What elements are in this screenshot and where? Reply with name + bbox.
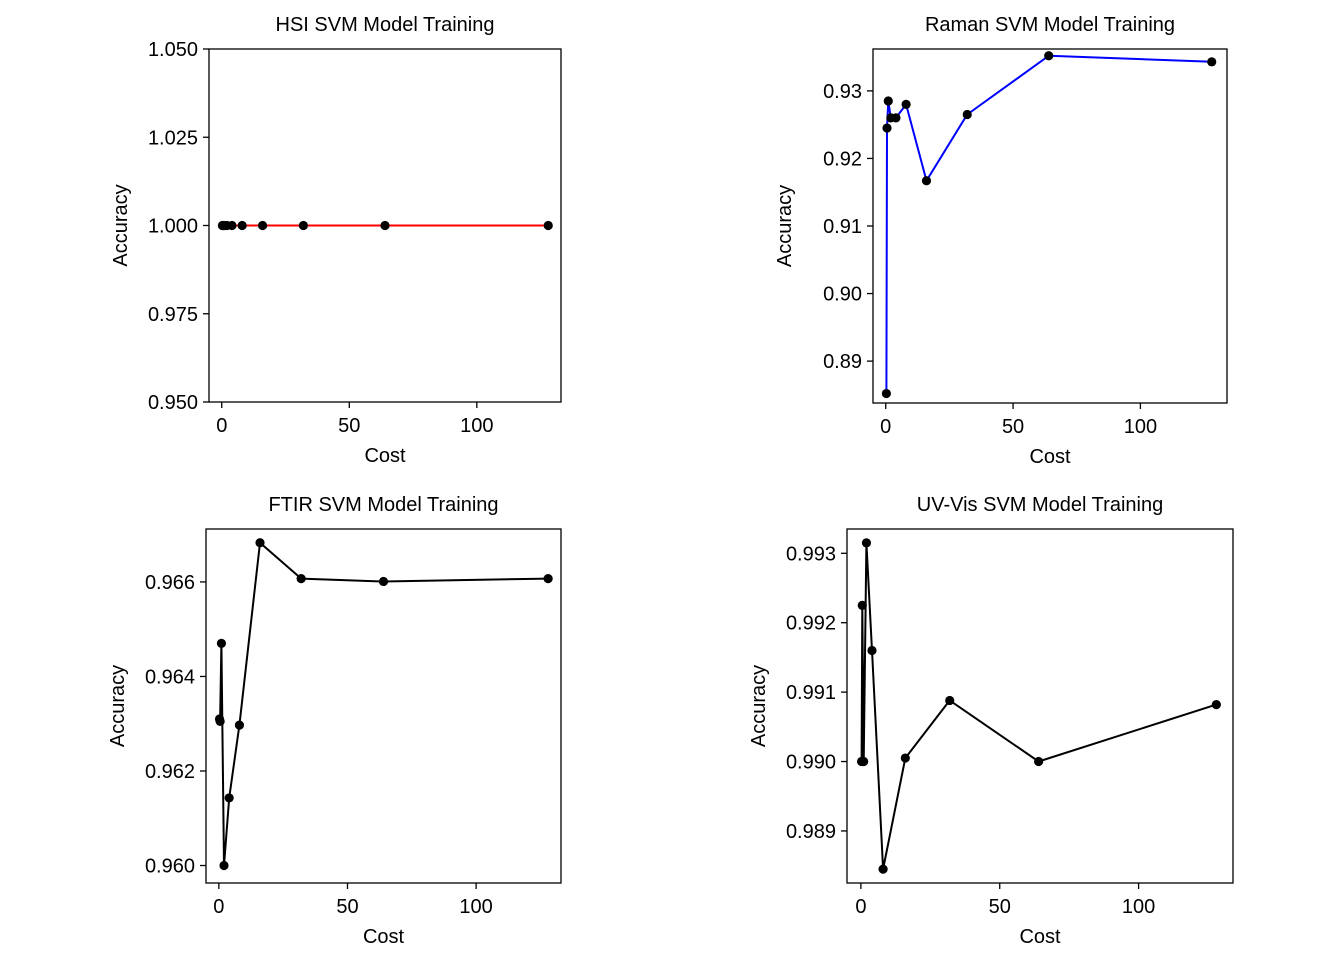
hsi-y-tick-label: 0.975 — [148, 304, 198, 326]
uvvis-series-line — [860, 541, 1217, 871]
raman-y-tick-label: 0.92 — [823, 148, 862, 170]
ftir-y-tick-label: 0.962 — [145, 761, 195, 783]
uvvis-data-point — [1211, 700, 1221, 710]
ftir-y-tick-label: 0.960 — [145, 856, 195, 878]
hsi-data-point — [543, 220, 553, 231]
uvvis-x-axis-label: Cost — [1019, 926, 1061, 948]
hsi-data-point — [227, 220, 237, 231]
ftir-series-line — [218, 541, 549, 867]
hsi-data-point — [237, 220, 247, 231]
uvvis-y-tick-label: 0.992 — [786, 613, 836, 635]
hsi-x-tick-label: 0 — [216, 415, 227, 437]
uvvis-chart-title: UV-Vis SVM Model Training — [917, 494, 1163, 516]
uvvis-y-tick-label: 0.993 — [786, 543, 836, 565]
ftir-data-point — [215, 716, 225, 726]
hsi-data-point — [298, 220, 308, 231]
uvvis-panel: UV-Vis SVM Model Training 0 50 100 0.989 0.99… — [748, 494, 1234, 948]
raman-data-point — [1044, 51, 1054, 61]
uvvis-data-point — [859, 756, 869, 767]
raman-y-axis-label: Accuracy — [774, 185, 796, 267]
ftir-data-point — [234, 720, 245, 730]
hsi-data-point — [257, 220, 268, 231]
raman-y-tick-label: 0.91 — [823, 216, 862, 238]
ftir-data-point — [219, 860, 229, 871]
ftir-y-tick-label: 0.964 — [145, 666, 195, 688]
uvvis-x-tick-label: 50 — [989, 896, 1011, 918]
raman-y-tick-label: 0.89 — [823, 351, 862, 373]
uvvis-y-tick-label: 0.991 — [786, 682, 836, 704]
raman-y-tick-label: 0.93 — [823, 81, 862, 103]
raman-data-point — [882, 123, 892, 133]
raman-panel: Raman SVM Model Training 0 50 100 0.89 0.90 0.… — [774, 14, 1228, 468]
raman-data-point — [1207, 57, 1217, 67]
uvvis-data-point — [861, 538, 872, 548]
raman-chart-title: Raman SVM Model Training — [925, 14, 1175, 36]
hsi-x-tick-label: 100 — [460, 415, 493, 437]
uvvis-data-point — [878, 864, 888, 874]
uvvis-data-point — [945, 695, 955, 706]
raman-data-point — [901, 99, 911, 109]
ftir-x-tick-label: 100 — [459, 896, 492, 918]
ftir-data-point — [224, 793, 234, 803]
uvvis-y-tick-label: 0.989 — [786, 821, 836, 843]
uvvis-plot-frame — [846, 528, 1234, 884]
hsi-y-tick-label: 0.950 — [148, 392, 198, 414]
ftir-y-tick-label: 0.966 — [145, 572, 195, 594]
uvvis-x-tick-label: 0 — [855, 896, 866, 918]
raman-x-axis-label: Cost — [1029, 446, 1071, 468]
hsi-chart-title: HSI SVM Model Training — [276, 14, 495, 36]
ftir-data-point — [255, 538, 265, 548]
raman-plot-frame — [872, 48, 1228, 404]
raman-series-line — [885, 54, 1212, 394]
ftir-x-axis-label: Cost — [363, 926, 405, 948]
ftir-data-point — [216, 638, 227, 648]
raman-data-point — [891, 113, 901, 123]
raman-data-point — [921, 176, 932, 186]
hsi-data-point — [380, 220, 390, 231]
ftir-plot-frame — [205, 528, 562, 884]
raman-data-point — [883, 96, 893, 106]
uvvis-data-point — [867, 645, 877, 656]
raman-x-tick-label: 50 — [1002, 416, 1024, 438]
hsi-y-tick-label: 1.000 — [148, 216, 198, 238]
raman-x-tick-label: 0 — [880, 416, 891, 438]
hsi-panel: HSI SVM Model Training 0 50 100 0.950 0.975 1.… — [110, 14, 562, 467]
hsi-y-axis-label: Accuracy — [110, 184, 132, 266]
raman-data-point — [962, 109, 972, 120]
ftir-chart-title: FTIR SVM Model Training — [268, 494, 498, 516]
uvvis-y-axis-label: Accuracy — [748, 665, 770, 747]
ftir-data-point — [543, 574, 553, 584]
ftir-x-tick-label: 50 — [336, 896, 358, 918]
uvvis-x-tick-label: 100 — [1122, 896, 1155, 918]
raman-x-tick-label: 100 — [1124, 416, 1157, 438]
uvvis-data-point — [900, 753, 910, 763]
hsi-x-tick-label: 50 — [338, 415, 360, 437]
uvvis-data-point — [1034, 756, 1044, 767]
ftir-x-tick-label: 0 — [213, 896, 224, 918]
hsi-y-tick-label: 1.025 — [148, 127, 198, 149]
raman-data-point — [881, 388, 891, 399]
raman-y-tick-label: 0.90 — [823, 284, 862, 306]
ftir-y-axis-label: Accuracy — [107, 665, 129, 747]
ftir-data-point — [378, 576, 389, 587]
hsi-y-tick-label: 1.050 — [148, 39, 198, 61]
uvvis-data-point — [857, 600, 867, 610]
ftir-panel: FTIR SVM Model Training 0 50 100 0.960 0.962 0… — [107, 494, 562, 948]
ftir-data-point — [296, 574, 306, 584]
uvvis-y-tick-label: 0.990 — [786, 752, 836, 774]
hsi-x-axis-label: Cost — [364, 445, 406, 467]
